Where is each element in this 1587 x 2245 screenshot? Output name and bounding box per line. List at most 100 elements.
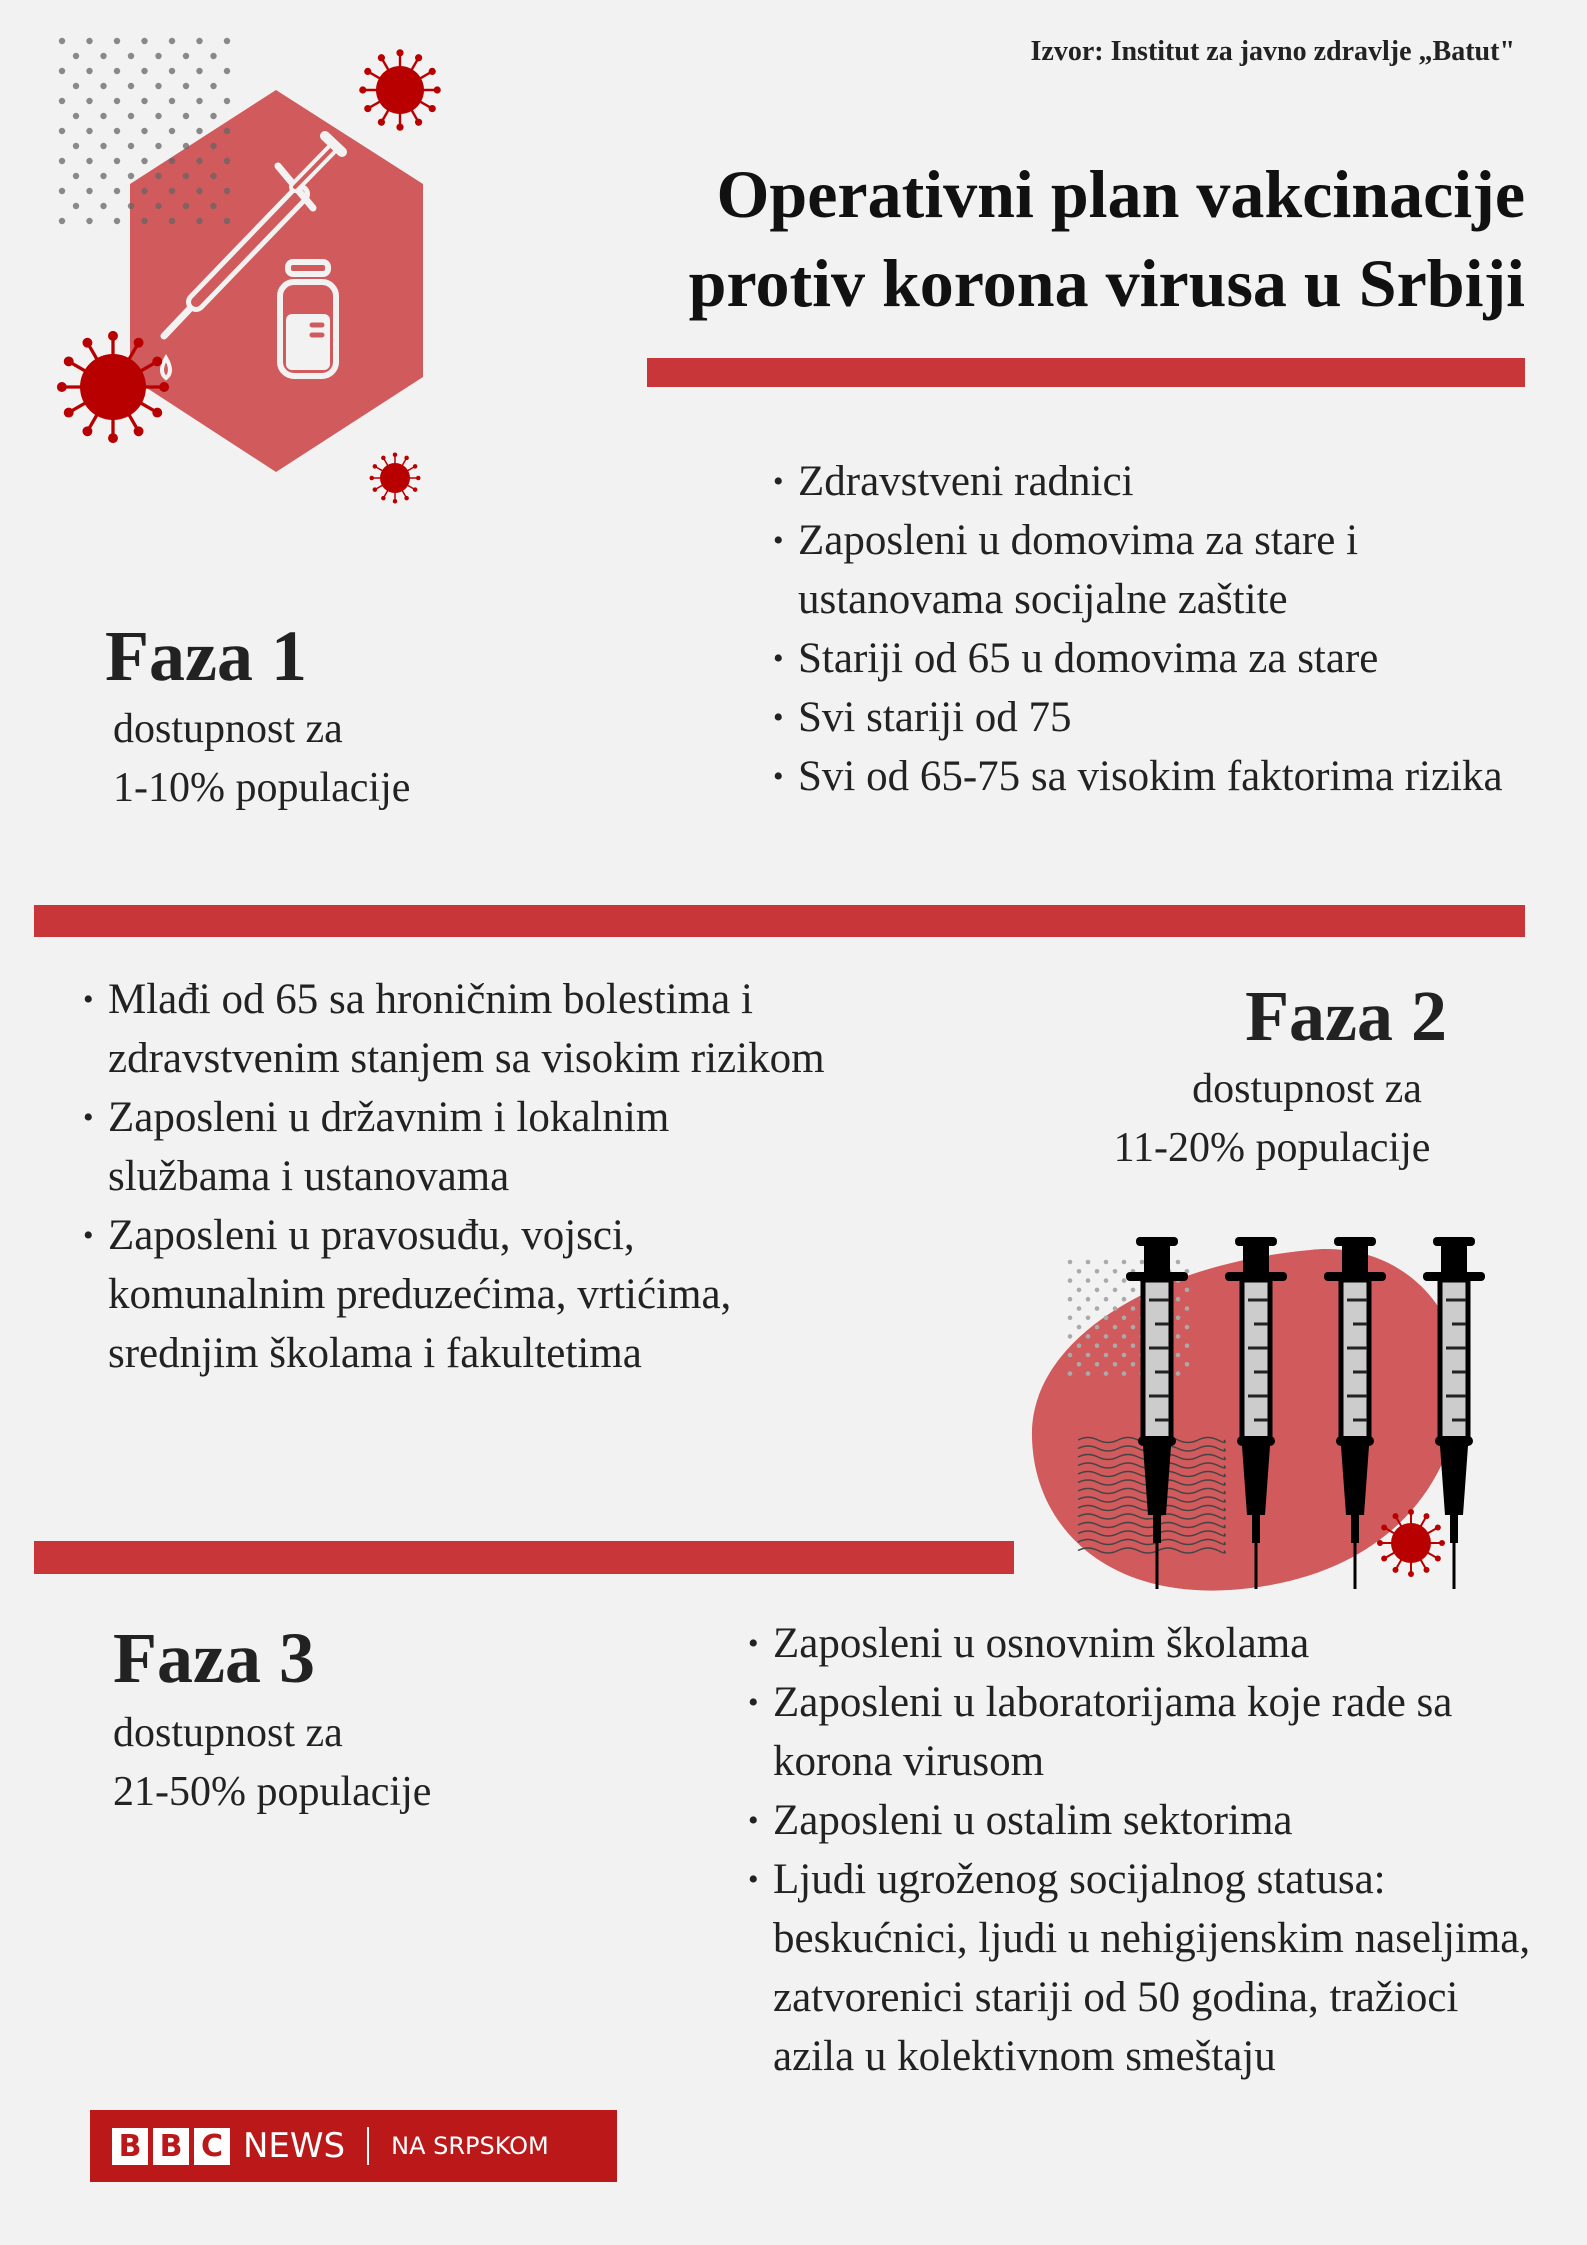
list-item: Zaposleni u državnim i lokalnim službama… <box>83 1088 808 1206</box>
dot <box>1112 1287 1118 1293</box>
dot <box>155 52 162 60</box>
title-line-1: Operativni plan vakcinacije <box>716 156 1525 232</box>
dot <box>1139 1259 1145 1265</box>
dot <box>1175 1371 1181 1376</box>
syringe-icon <box>1225 1237 1287 1589</box>
dot <box>1094 1343 1100 1348</box>
dot <box>196 157 203 165</box>
dot <box>1112 1343 1118 1348</box>
list-item: Zaposleni u laboratorijama koje rade sa … <box>748 1673 1473 1791</box>
dot <box>58 187 66 195</box>
logo-language: NA SRPSKOM <box>391 2132 549 2160</box>
vaccine-hexagon-illustration: /* placeholder */ <box>56 37 441 504</box>
dot <box>168 187 176 195</box>
dot <box>196 97 203 105</box>
dot <box>1184 1324 1190 1330</box>
phase-2-list: Mlađi od 65 sa hroničnim bolestima i zdr… <box>83 970 825 1383</box>
dot <box>182 52 190 60</box>
dot <box>100 142 107 150</box>
dot <box>155 142 162 150</box>
virus-icon <box>1377 1509 1445 1577</box>
dot <box>182 202 190 210</box>
dot <box>72 82 80 90</box>
dot <box>1085 1352 1091 1358</box>
dot <box>168 67 176 75</box>
dot <box>1175 1296 1181 1302</box>
dot <box>210 202 217 210</box>
dot <box>223 127 231 135</box>
dot <box>1085 1278 1091 1283</box>
dot <box>1112 1306 1118 1311</box>
list-item: Zaposleni u ostalim sektorima <box>748 1791 1528 1850</box>
dot <box>58 217 66 225</box>
dot <box>141 127 148 135</box>
dot <box>1076 1343 1082 1348</box>
dot <box>100 172 107 180</box>
dot <box>141 37 148 45</box>
dot <box>127 82 135 90</box>
dot <box>72 172 80 180</box>
phase-3-list: Zaposleni u osnovnim školama Zaposleni u… <box>748 1614 1530 2086</box>
dot <box>1103 1315 1109 1321</box>
dot <box>1184 1362 1190 1367</box>
dot <box>1076 1269 1082 1274</box>
dot <box>1085 1334 1091 1339</box>
dot <box>86 187 93 195</box>
dot <box>72 202 80 210</box>
dot <box>1121 1315 1127 1321</box>
dot <box>86 67 93 75</box>
dot <box>210 52 217 60</box>
dot <box>1130 1306 1136 1311</box>
dot <box>1103 1296 1109 1302</box>
dot <box>210 142 217 150</box>
dot <box>168 97 176 105</box>
logo-separator <box>367 2127 370 2165</box>
availability-range: 1-10% populacije <box>113 765 411 811</box>
logo-letter: C <box>194 2127 230 2165</box>
dot <box>1175 1315 1181 1321</box>
virus-icon <box>369 452 421 504</box>
dot <box>1076 1287 1082 1293</box>
list-item: Svi od 65-75 sa visokim faktorima rizika <box>773 747 1528 806</box>
dot <box>182 172 190 180</box>
dot <box>113 97 121 105</box>
dot <box>113 187 121 195</box>
dot <box>223 217 231 225</box>
availability-range: 21-50% populacije <box>113 1769 432 1815</box>
dot <box>1121 1278 1127 1283</box>
virus-icon <box>359 49 441 131</box>
dot <box>1067 1259 1073 1265</box>
dot <box>1094 1362 1100 1367</box>
dot <box>72 52 80 60</box>
dot <box>1094 1324 1100 1330</box>
dot <box>1085 1259 1091 1265</box>
dot <box>155 202 162 210</box>
phase-1-title: Faza 1 <box>105 616 307 696</box>
dot <box>127 202 135 210</box>
syringe-icon <box>1423 1237 1485 1589</box>
dot <box>141 157 148 165</box>
dot <box>1175 1352 1181 1358</box>
list-item: Ljudi ugroženog socijalnog statusa: besk… <box>748 1850 1543 2086</box>
dot <box>1121 1259 1127 1265</box>
list-item: Svi stariji od 75 <box>773 688 1533 747</box>
dot <box>168 37 176 45</box>
dot <box>58 97 66 105</box>
syringe-icon <box>160 131 347 381</box>
dot <box>1112 1269 1118 1274</box>
dot <box>141 217 148 225</box>
dot <box>141 97 148 105</box>
dot <box>1067 1371 1073 1376</box>
virus-icon <box>56 330 170 444</box>
logo-letter: B <box>153 2127 189 2165</box>
dot <box>223 37 231 45</box>
dot <box>1112 1362 1118 1367</box>
title-line-2: protiv korona virusa u Srbiji <box>688 245 1525 321</box>
dot <box>1094 1287 1100 1293</box>
dot <box>223 187 231 195</box>
dot <box>1103 1334 1109 1339</box>
dot <box>86 157 93 165</box>
hexagon-shape <box>130 90 423 472</box>
phase-1-list: Zdravstveni radnici Zaposleni u domovima… <box>773 452 1533 806</box>
dot-pattern-grid <box>58 37 231 225</box>
